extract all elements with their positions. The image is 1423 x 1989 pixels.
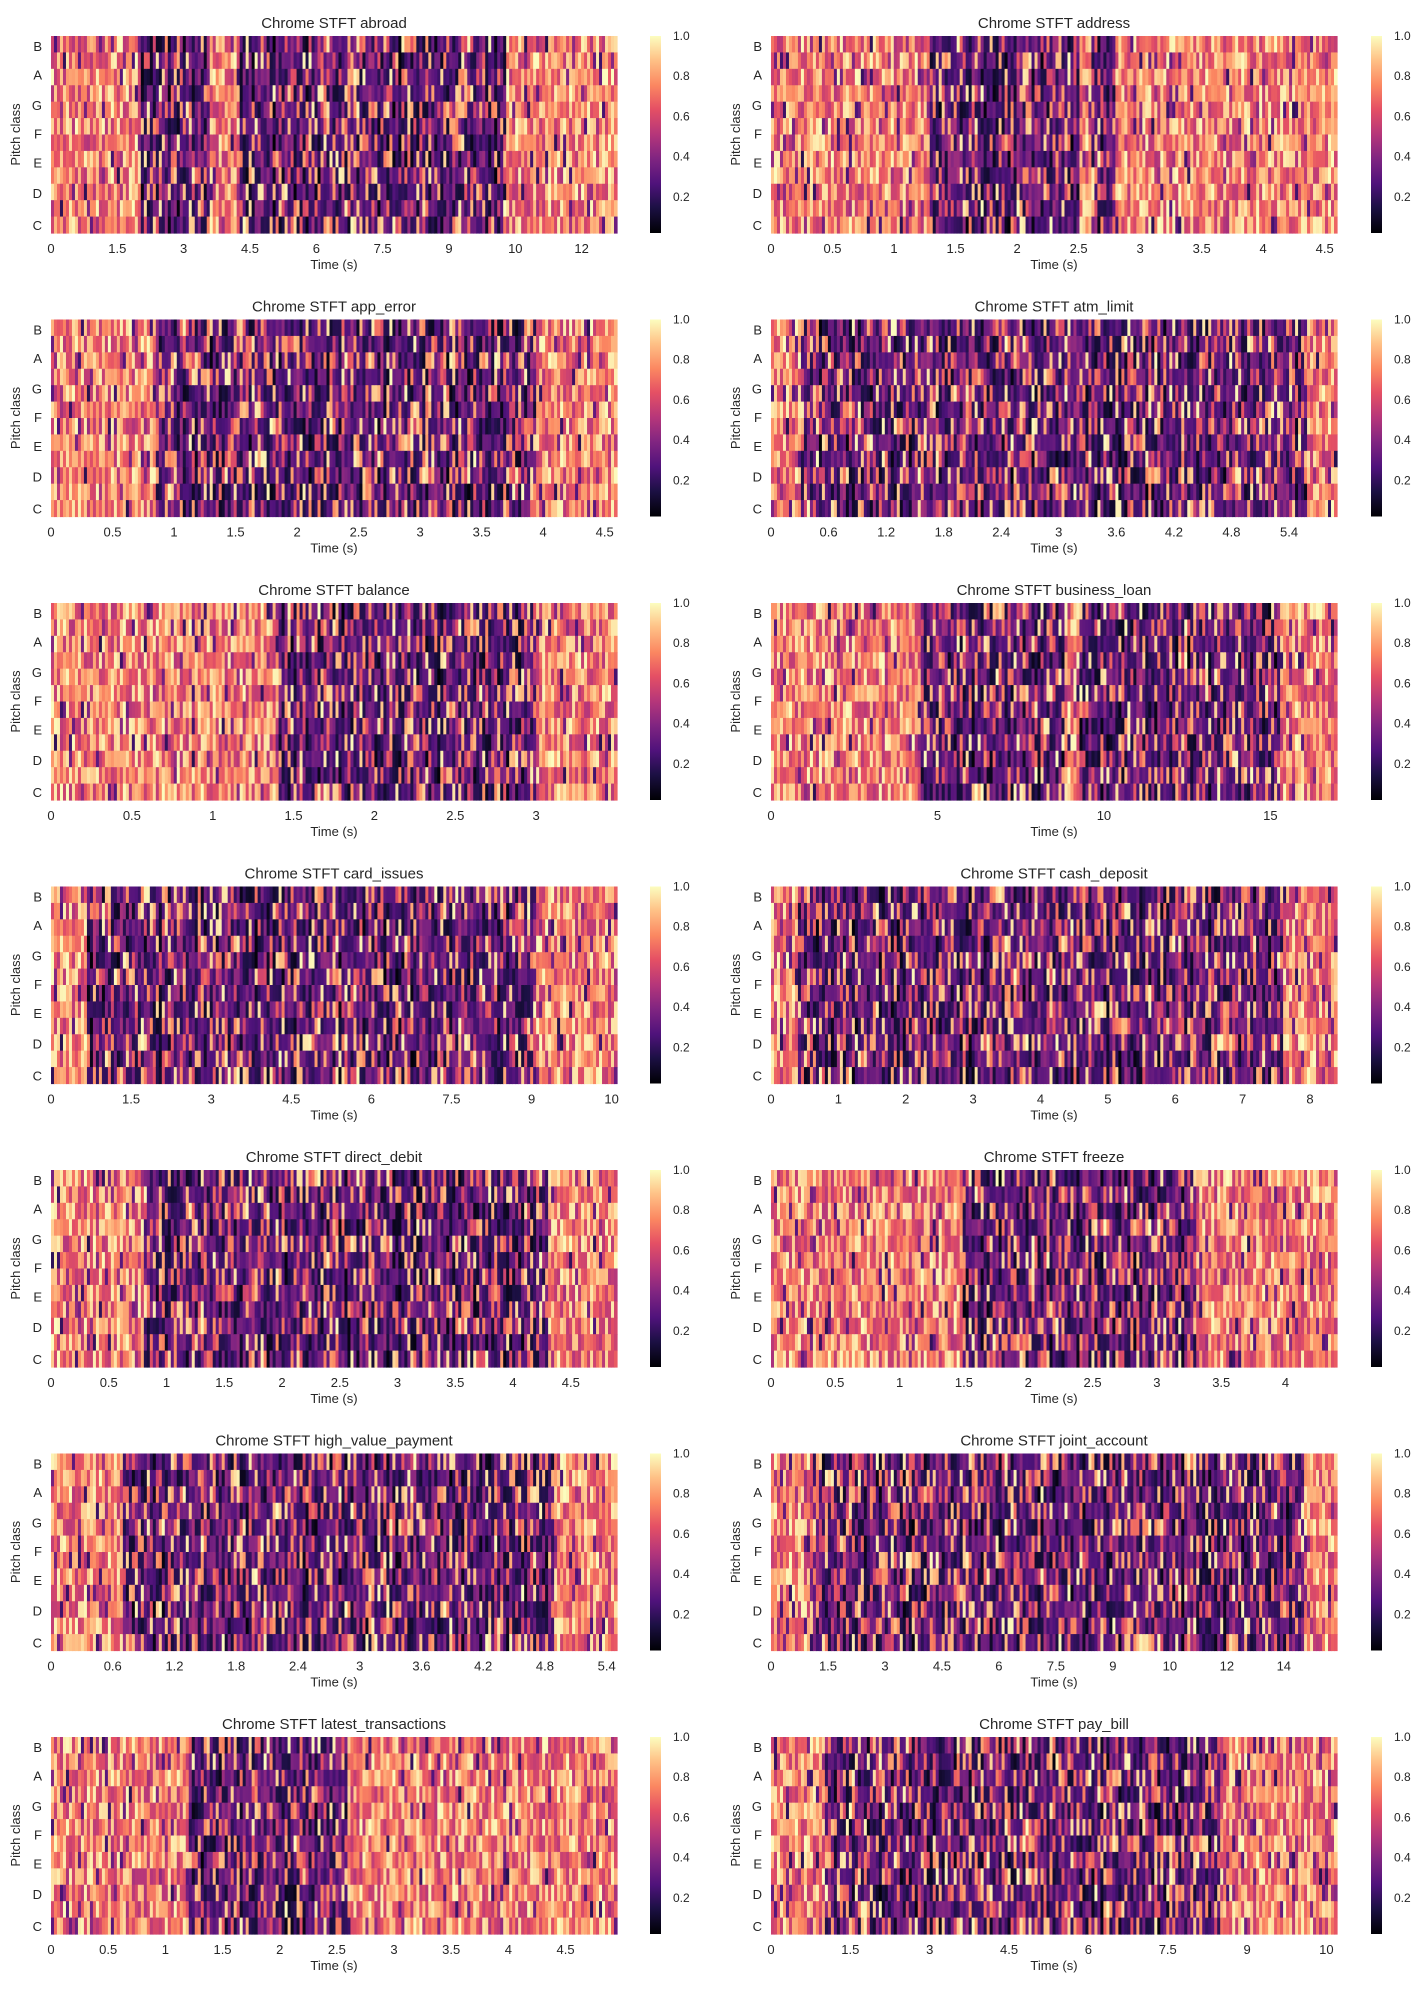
- x-tick-label: 2.5: [1070, 241, 1088, 256]
- subplot-title: Chrome STFT abroad: [261, 15, 407, 32]
- colorbar-tick-label: 0.8: [1394, 69, 1411, 83]
- y-tick-label: F: [34, 127, 42, 142]
- x-tick-label: 1: [890, 241, 897, 256]
- x-tick-label: 4.5: [241, 241, 259, 256]
- colorbar-tick-label: 0.8: [673, 69, 690, 83]
- colorbar-tick-label: 0.6: [673, 109, 690, 123]
- heatmap-cells: [51, 36, 618, 234]
- heatmap-cell: [614, 102, 618, 119]
- heatmap-cell: [1334, 36, 1338, 53]
- x-tick-label: 1.5: [108, 241, 126, 256]
- colorbar-tick-label: 1.0: [1394, 29, 1411, 43]
- y-tick-label: E: [753, 155, 762, 170]
- subplot-title: Chrome STFT address: [978, 15, 1130, 32]
- y-tick-label: A: [33, 68, 42, 83]
- colorbar-tick-label: 0.2: [1394, 190, 1411, 204]
- heatmap-cell: [614, 200, 618, 217]
- heatmap-cell: [1334, 52, 1338, 69]
- x-tick-label: 4.5: [1316, 241, 1334, 256]
- x-axis-label: Time (s): [1030, 257, 1077, 272]
- heatmap-cell: [1334, 217, 1338, 234]
- heatmap-cell: [614, 69, 618, 86]
- x-tick-label: 3.5: [1193, 241, 1211, 256]
- heatmap-cell: [614, 135, 618, 152]
- heatmap-cell: [614, 184, 618, 201]
- colorbar-tick-label: 1.0: [673, 29, 690, 43]
- x-tick-label: 3: [180, 241, 187, 256]
- y-tick-label: D: [33, 186, 42, 201]
- x-tick-label: 4: [1260, 241, 1267, 256]
- y-tick-label: A: [753, 68, 762, 83]
- colorbar: [1371, 36, 1382, 233]
- heatmap-cell: [1334, 85, 1338, 102]
- x-tick-label: 0.5: [823, 241, 841, 256]
- x-tick-label: 2: [1013, 241, 1020, 256]
- y-tick-label: F: [754, 127, 762, 142]
- colorbar-tick-label: 0.6: [1394, 109, 1411, 123]
- x-tick-label: 1.5: [947, 241, 965, 256]
- heatmap-cell: [614, 85, 618, 102]
- y-tick-label: B: [753, 39, 762, 54]
- x-tick-label: 9: [445, 241, 452, 256]
- colorbar-tick-label: 0.2: [673, 190, 690, 204]
- heatmap-cell: [1334, 135, 1338, 152]
- heatmap-cell: [1334, 69, 1338, 86]
- heatmap-cell: [1334, 102, 1338, 119]
- x-tick-label: 3: [1137, 241, 1144, 256]
- subplot-1: Chrome STFT address Pitch class C D EFGAB 0 0.…: [728, 15, 1411, 272]
- heatmap-cell: [614, 36, 618, 53]
- colorbar-tick-label: 0.4: [1394, 150, 1411, 164]
- x-tick-label: 7.5: [374, 241, 392, 256]
- heatmap-cell: [1334, 151, 1338, 168]
- y-tick-label: B: [33, 39, 42, 54]
- heatmap-cell: [1334, 184, 1338, 201]
- heatmap-cell: [1334, 167, 1338, 184]
- heatmap-cell: [614, 118, 618, 135]
- x-axis-label: Time (s): [310, 257, 357, 272]
- y-tick-label: E: [33, 155, 42, 170]
- x-tick-label: 12: [574, 241, 588, 256]
- heatmap-cell: [1334, 118, 1338, 135]
- colorbar: [650, 36, 661, 233]
- heatmap-cell: [614, 167, 618, 184]
- y-tick-label: D: [753, 186, 762, 201]
- subplot-2: Chrome STFT app_errorPitch classCDEFGAB0…: [8, 299, 690, 556]
- heatmap-cells: [771, 36, 1338, 234]
- y-tick-label: G: [32, 98, 42, 113]
- y-tick-label: C: [33, 218, 42, 233]
- heatmap-cell: [614, 217, 618, 234]
- heatmap-cell: [614, 151, 618, 168]
- y-axis-label: Pitch class: [728, 103, 743, 166]
- y-axis-label: Pitch class: [8, 103, 23, 166]
- y-tick-label: C: [753, 218, 762, 233]
- x-tick-label: 0: [47, 241, 54, 256]
- colorbar-tick-label: 0.4: [673, 150, 690, 164]
- heatmap-cell: [614, 52, 618, 69]
- x-tick-label: 0: [767, 241, 774, 256]
- heatmap-cells: [51, 320, 618, 518]
- x-tick-label: 10: [508, 241, 522, 256]
- y-tick-label: G: [752, 98, 762, 113]
- heatmap-cell: [1334, 200, 1338, 217]
- x-tick-label: 6: [313, 241, 320, 256]
